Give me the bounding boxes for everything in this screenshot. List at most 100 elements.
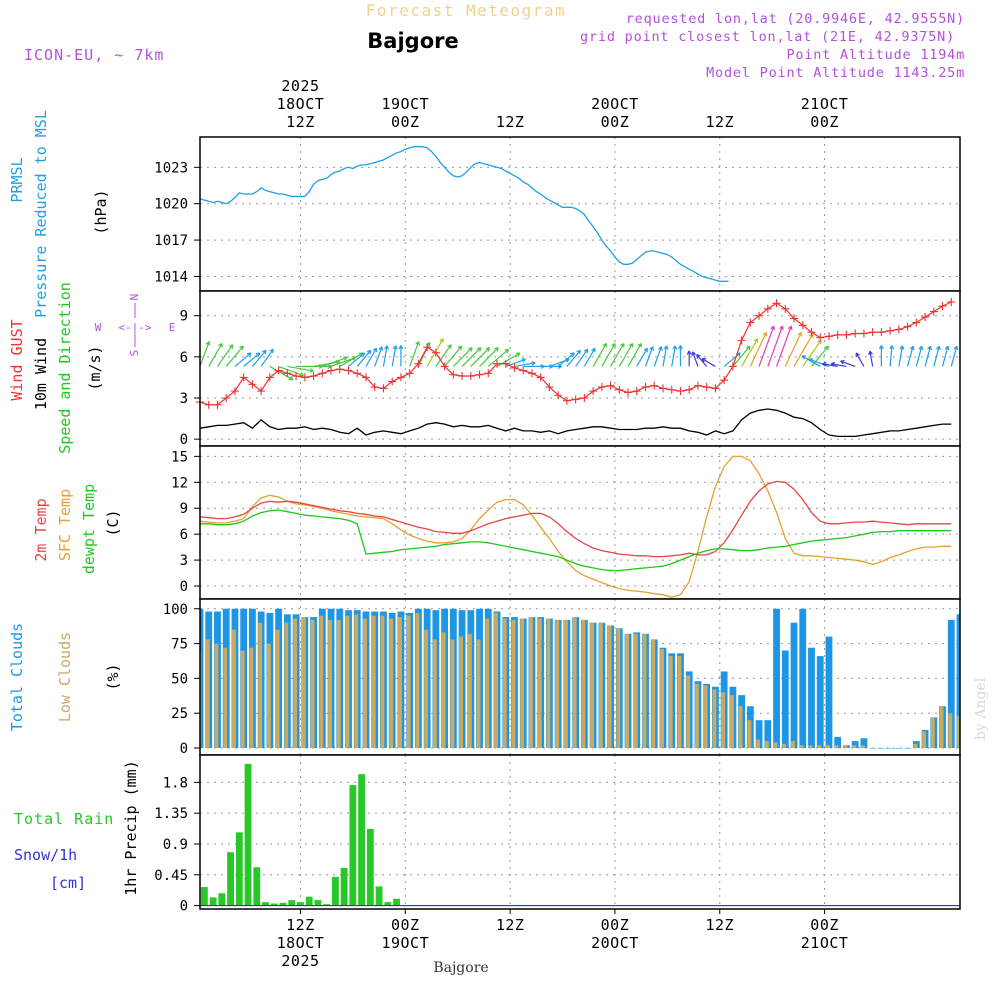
wind-arrow — [322, 356, 348, 368]
total-rain-label: Total Rain — [14, 810, 114, 828]
gust-marker — [790, 314, 799, 323]
low-cloud-bar — [301, 617, 306, 749]
low-cloud-bar — [651, 639, 656, 749]
wind-arrow — [627, 342, 642, 367]
wind-arrow-head — [218, 342, 223, 348]
gust-marker — [423, 343, 432, 352]
low-cloud-bar — [817, 745, 822, 749]
wind-arrow-shaft — [592, 343, 607, 367]
wind-arrow-head — [830, 361, 836, 367]
temp-2m-line — [199, 480, 952, 558]
unit-label: (C) — [104, 509, 122, 536]
wind-arrow-shaft — [758, 325, 775, 367]
wind-arrow-head — [447, 344, 452, 349]
low-cloud-bar — [782, 743, 787, 749]
panel-clouds: 0 25 50 75 100 Total Clouds Low Clouds (%) — [8, 598, 999, 757]
gust-marker — [685, 385, 694, 394]
wind-arrow-shaft — [809, 358, 830, 368]
low-cloud-bar — [930, 717, 935, 749]
gust-marker — [466, 372, 475, 381]
wind-arrow-shaft — [514, 362, 536, 368]
wind-arrow — [398, 345, 404, 367]
wind-arrow — [234, 352, 252, 367]
precip-bar — [384, 902, 392, 906]
total-cloud-bar — [755, 720, 763, 749]
y-tick-label: 9 — [180, 501, 188, 517]
gust-marker — [239, 373, 248, 382]
gust-marker — [728, 362, 737, 371]
y-tick-label: 6 — [180, 350, 188, 366]
precip-bar — [323, 904, 331, 906]
total-cloud-bar — [886, 748, 894, 749]
wind-arrow — [933, 345, 941, 367]
total-cloud-bar — [808, 647, 815, 749]
low-cloud-bar — [249, 647, 254, 749]
gust-marker — [248, 380, 257, 389]
wind-arrow-head — [801, 355, 807, 360]
wind-arrow — [382, 345, 389, 367]
low-cloud-bar — [363, 618, 367, 749]
wind-arrow — [610, 342, 625, 367]
wind-arrow-head — [515, 352, 521, 357]
wind-arrow — [216, 344, 234, 367]
wind-arrow-head — [691, 351, 697, 356]
wind-arrow-shaft — [322, 356, 348, 368]
wind-arrow-shaft — [216, 344, 234, 367]
snow-label: Snow/1h — [14, 846, 77, 864]
gust-marker — [571, 395, 580, 404]
total-cloud-bar — [200, 608, 204, 749]
wind-arrow — [583, 347, 596, 367]
wind-arrow-head — [696, 354, 701, 359]
wind-arrow — [618, 342, 634, 367]
wind-arrow — [644, 346, 654, 367]
wind-arrow — [653, 346, 663, 367]
time-tick-label: 20OCT — [591, 95, 639, 113]
total-cloud-bar — [904, 748, 911, 749]
wind-arrow — [409, 341, 420, 367]
wind-arrow-head — [299, 372, 304, 377]
wind-arrow-head — [770, 325, 775, 331]
low-cloud-bar — [354, 614, 359, 749]
gust-marker — [230, 387, 239, 396]
precip-bar — [209, 897, 217, 906]
low-cloud-bar — [922, 731, 927, 749]
gust-marker — [222, 393, 231, 402]
panel-background — [200, 755, 960, 909]
gust-marker — [335, 365, 344, 374]
gust-marker — [440, 362, 449, 371]
total-cloud-bar — [992, 609, 999, 748]
precip-bar — [200, 887, 208, 906]
wind-arrow-shaft — [313, 361, 340, 368]
low-cloud-bar — [747, 720, 752, 749]
panel-temperature: 0 3 6 9 12 15 2m Temp SFC Temp dewpt Temp (C) — [32, 445, 961, 600]
gust-marker — [702, 383, 711, 392]
y-tick-label: 12 — [171, 475, 188, 491]
gust-marker — [650, 381, 659, 390]
gust-marker — [257, 387, 266, 396]
wind-arrow-head — [288, 375, 294, 381]
low-cloud-bar — [625, 633, 630, 749]
total-cloud-bar — [825, 636, 833, 749]
gust-marker — [606, 381, 615, 390]
wind-arrow — [868, 350, 874, 367]
unit-label: (%) — [104, 663, 122, 690]
wind-arrow-shaft — [583, 347, 596, 367]
gust-marker — [921, 313, 930, 322]
wind-arrow-shaft — [822, 363, 838, 368]
precip-bar — [358, 774, 366, 906]
low-cloud-bar — [913, 743, 918, 749]
wind-arrow-shaft — [374, 346, 383, 367]
pressure-label: PRMSL — [8, 157, 26, 202]
wind-arrow-shaft — [610, 343, 625, 367]
wind-arrow-head — [521, 358, 526, 363]
low-cloud-bar — [520, 618, 525, 749]
gust-marker — [527, 369, 536, 378]
time-tick-label: 12Z — [286, 916, 315, 934]
low-cloud-bar — [415, 612, 420, 749]
wind-arrow — [601, 342, 616, 367]
gust-marker — [458, 372, 467, 381]
time-tick-label: 12Z — [496, 916, 525, 934]
wind-arrow — [696, 354, 708, 367]
low-cloud-bar — [275, 629, 280, 749]
